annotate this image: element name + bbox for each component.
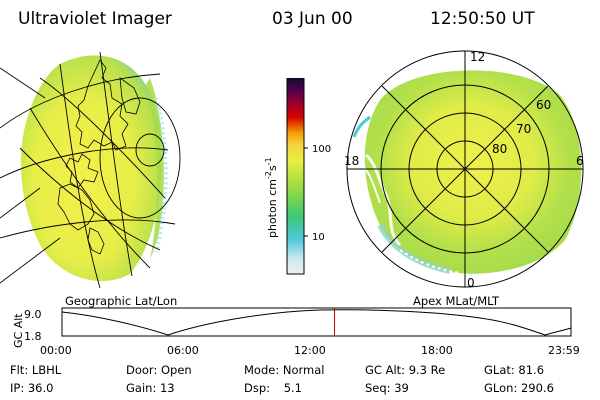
altitude-curve [61, 309, 572, 336]
mlat-label-60: 60 [536, 98, 551, 112]
mlat-label-70: 70 [516, 122, 531, 136]
colorbar-unit-label: photon cm-2s-1 [264, 157, 279, 238]
timeline-tick-3: 18:00 [421, 344, 453, 357]
gc-alt-status: GC Alt: 9.3 Re [365, 363, 446, 377]
timeline-ylabel: GC Alt [12, 313, 25, 348]
mlt-label-18: 18 [344, 154, 359, 168]
instrument-title: Ultraviolet Imager [18, 9, 172, 29]
mode-status: Mode: Normal [244, 363, 325, 377]
observation-time: 12:50:50 UT [430, 9, 535, 29]
mlt-label-0: 0 [467, 276, 475, 290]
gc-altitude-timeline: GC Alt 9.0 1.8 00:00 06:00 12:00 18:00 2… [12, 307, 580, 357]
colorbar [286, 78, 305, 275]
seq-status: Seq: 39 [365, 381, 409, 395]
timeline-frame [61, 307, 572, 337]
timeline-tick-2: 12:00 [294, 344, 326, 357]
dsp-status: Dsp: 5.1 [244, 381, 302, 395]
polar-grid [346, 50, 584, 288]
right-panel-caption: Apex MLat/MLT [413, 294, 500, 308]
geographic-map-panel [0, 51, 181, 289]
ip-status: IP: 36.0 [10, 381, 54, 395]
mlt-label-6: 6 [576, 154, 584, 168]
door-status: Door: Open [126, 363, 192, 377]
colorbar-label-100: 100 [312, 144, 331, 155]
filter-status: Flt: LBHL [10, 363, 62, 377]
glon-status: GLon: 290.6 [484, 381, 554, 395]
timeline-ybottom: 1.8 [24, 330, 42, 343]
colorbar-label-10: 10 [312, 232, 325, 243]
gain-status: Gain: 13 [126, 381, 175, 395]
left-panel-caption: Geographic Lat/Lon [65, 294, 178, 308]
glat-status: GLat: 81.6 [484, 363, 545, 377]
timeline-tick-0: 00:00 [40, 344, 72, 357]
mlat-label-80: 80 [492, 142, 507, 156]
observation-date: 03 Jun 00 [272, 9, 353, 29]
timeline-tick-4: 23:59 [548, 344, 580, 357]
timeline-tick-1: 06:00 [167, 344, 199, 357]
globe-image [20, 55, 168, 282]
colorbar-panel: 100 10 photon cm-2s-1 [264, 78, 331, 275]
apex-polar-panel: 12 18 6 0 60 70 80 [344, 50, 584, 290]
mlt-label-12: 12 [470, 50, 485, 64]
auroral-image [352, 70, 582, 274]
timeline-ytop: 9.0 [24, 308, 42, 321]
lat-lon-grid [0, 51, 181, 289]
